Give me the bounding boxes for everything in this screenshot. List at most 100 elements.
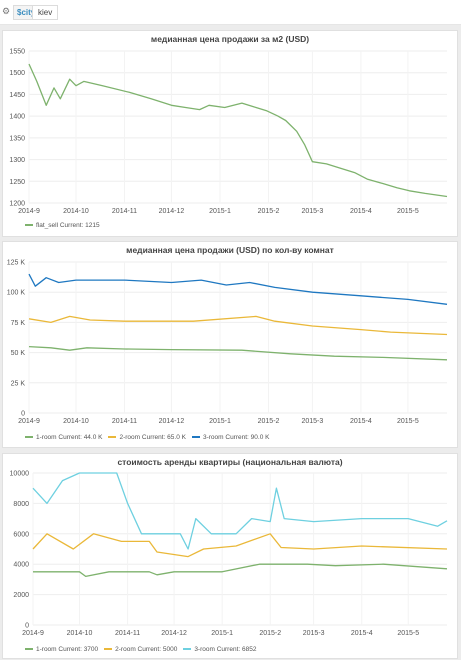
- legend-series-name: flat_sell: [36, 222, 59, 229]
- legend-current-label: Current:: [223, 434, 251, 441]
- y-tick-label: 125 K: [7, 260, 26, 267]
- legend-swatch: [25, 436, 33, 439]
- x-tick-label: 2014-9: [18, 418, 40, 425]
- legend-swatch: [25, 224, 33, 227]
- panel-rent-cost: стоимость аренды квартиры (национальная …: [2, 453, 458, 659]
- y-tick-label: 25 K: [11, 380, 26, 387]
- x-tick-label: 2015-3: [301, 208, 323, 215]
- legend-current-label: Current:: [58, 222, 86, 229]
- x-tick-label: 2014-10: [63, 208, 89, 215]
- legend-current-value: 3700: [83, 646, 99, 653]
- y-tick-label: 0: [25, 623, 29, 630]
- legend-current-label: Current:: [135, 646, 163, 653]
- legend-item-flat_sell[interactable]: flat_sell Current: 1215: [25, 222, 100, 229]
- legend-swatch: [108, 436, 117, 439]
- legend-swatch: [25, 648, 33, 651]
- chart-price-per-m2: 1200 1250 1300 1350 1400 1450 1500 1550 2014-9 20…: [9, 49, 448, 215]
- x-tick-label: 2015-5: [397, 208, 419, 215]
- panel-price-per-m2: медианная цена продажи за м2 (USD) 1200 1…: [2, 30, 458, 237]
- series-line-1-room[interactable]: [28, 345, 448, 361]
- x-tick-label: 2015-3: [303, 630, 325, 637]
- x-tick-label: 2015-1: [209, 208, 231, 215]
- legend-item-2-room[interactable]: 2-room Current: 65.0 K: [108, 434, 186, 441]
- panel-title[interactable]: медианная цена продажи (USD) по кол-ву к…: [126, 245, 334, 255]
- legend-item-1-room[interactable]: 1-room Current: 3700: [25, 646, 98, 653]
- x-tick-label: 2014-11: [112, 208, 137, 215]
- series-line-1-room[interactable]: [33, 563, 448, 578]
- y-tick-label: 8000: [13, 501, 29, 508]
- y-tick-label: 1250: [9, 179, 25, 186]
- legend-swatch: [183, 648, 192, 651]
- x-tick-label: 2014-10: [67, 630, 93, 637]
- x-tick-label: 2014-9: [18, 208, 40, 215]
- series-line-flat_sell[interactable]: [28, 63, 448, 198]
- y-tick-label: 6000: [13, 531, 29, 538]
- legend-current-label: Current:: [140, 434, 168, 441]
- y-tick-label: 1300: [9, 157, 25, 164]
- legend-current-label: Current:: [56, 434, 84, 441]
- series-line-3-room[interactable]: [32, 472, 448, 550]
- x-tick-label: 2015-4: [350, 418, 372, 425]
- y-tick-label: 1500: [9, 70, 25, 77]
- chart-price-by-rooms: 0 25 K 50 K 75 K 100 K 125 K 2014-9 2014-10 2014…: [7, 260, 448, 425]
- y-tick-label: 50 K: [11, 350, 26, 357]
- legend-current-value: 90.0 K: [250, 434, 270, 441]
- chart-rent-cost: 0 2000 4000 6000 8000 10000 2014-9 2014-10 2014-…: [10, 471, 448, 637]
- x-tick-label: 2015-1: [211, 630, 233, 637]
- legend-current-label: Current:: [214, 646, 242, 653]
- legend-item-3-room[interactable]: 3-room Current: 6852: [183, 646, 256, 653]
- y-tick-label: 1450: [9, 92, 25, 99]
- y-tick-label: 10000: [10, 471, 30, 478]
- y-tick-label: 0: [21, 411, 25, 418]
- series-line-3-room[interactable]: [28, 273, 448, 305]
- legend-swatch: [191, 436, 200, 439]
- series-line-2-room[interactable]: [32, 533, 448, 558]
- y-tick-label: 1350: [9, 135, 25, 142]
- panel-title[interactable]: медианная цена продажи за м2 (USD): [150, 34, 310, 44]
- legend-swatch: [104, 648, 113, 651]
- y-tick-label: 1550: [9, 49, 25, 56]
- x-tick-label: 2015-3: [301, 418, 323, 425]
- legend-item-1-room[interactable]: 1-room Current: 44.0 K: [25, 434, 102, 441]
- x-tick-label: 2014-12: [161, 630, 187, 637]
- x-tick-label: 2015-5: [397, 630, 419, 637]
- x-tick-label: 2015-5: [397, 418, 419, 425]
- legend-current-label: Current:: [56, 646, 84, 653]
- legend-series-name: 1-room: [36, 434, 57, 441]
- legend-item-3-room[interactable]: 3-room Current: 90.0 K: [191, 434, 270, 441]
- panel-title[interactable]: стоимость аренды квартиры (национальная …: [117, 457, 343, 467]
- chart-legend: 1-room Current: 3700 2-room Current: 5000…: [25, 646, 262, 653]
- y-tick-label: 2000: [13, 592, 29, 599]
- gear-icon[interactable]: ⚙: [2, 6, 11, 16]
- x-tick-label: 2014-10: [63, 418, 89, 425]
- chart-legend: flat_sell Current: 1215: [25, 222, 106, 229]
- x-tick-label: 2014-12: [159, 418, 185, 425]
- panel-price-by-rooms: медианная цена продажи (USD) по кол-ву к…: [2, 241, 458, 448]
- x-tick-label: 2015-4: [350, 208, 372, 215]
- x-tick-label: 2015-1: [209, 418, 231, 425]
- x-tick-label: 2015-2: [259, 630, 281, 637]
- legend-series-name: 1-room: [36, 646, 57, 653]
- legend-series-name: 3-room: [194, 646, 215, 653]
- dashboard-toolbar: ⚙ $city: kiev: [0, 0, 461, 25]
- x-tick-label: 2015-4: [351, 630, 373, 637]
- y-tick-label: 1200: [9, 201, 25, 208]
- legend-item-2-room[interactable]: 2-room Current: 5000: [104, 646, 177, 653]
- legend-current-value: 44.0 K: [83, 434, 103, 441]
- x-tick-label: 2014-9: [22, 630, 44, 637]
- x-tick-label: 2015-2: [258, 208, 280, 215]
- y-tick-label: 4000: [13, 562, 29, 569]
- legend-series-name: 3-room: [202, 434, 224, 441]
- x-tick-label: 2015-2: [258, 418, 280, 425]
- legend-current-value: 6852: [242, 646, 257, 653]
- template-variable-dropdown[interactable]: kiev: [32, 5, 59, 20]
- chart-legend: 1-room Current: 44.0 K 2-room Current: 65…: [25, 434, 275, 441]
- legend-current-value: 5000: [162, 646, 178, 653]
- x-tick-label: 2014-12: [159, 208, 185, 215]
- y-tick-label: 100 K: [7, 290, 26, 297]
- legend-series-name: 2-room: [119, 434, 141, 441]
- legend-current-value: 65.0 K: [167, 434, 186, 441]
- legend-current-value: 1215: [85, 222, 100, 229]
- series-line-2-room[interactable]: [28, 315, 448, 336]
- y-tick-label: 1400: [9, 114, 25, 121]
